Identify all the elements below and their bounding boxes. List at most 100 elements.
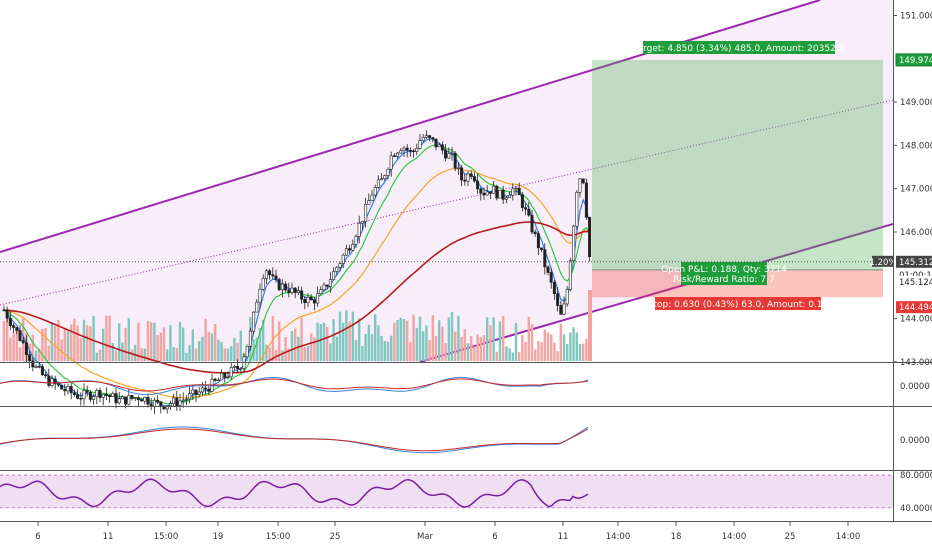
candle xyxy=(498,189,502,199)
volume-bar xyxy=(393,322,396,361)
candle-body xyxy=(386,168,390,176)
candle-body xyxy=(117,398,121,404)
candle xyxy=(325,284,329,290)
candle xyxy=(245,345,249,358)
candle xyxy=(287,282,291,298)
candle xyxy=(469,170,473,180)
candle-body xyxy=(200,387,204,393)
time-axis[interactable]: 6 11 15:00 19 15:00 25 Mar 6 11 14:00 18 14:00 25 14:… xyxy=(35,522,860,542)
candle xyxy=(76,388,80,400)
candle xyxy=(104,387,108,401)
volume-bar xyxy=(463,329,466,361)
price-tag-box xyxy=(896,275,932,288)
volume-bar xyxy=(569,332,572,361)
candle xyxy=(204,381,208,395)
candle xyxy=(431,137,435,143)
price-tag-text: 144.494 xyxy=(899,303,932,313)
candle-body xyxy=(79,398,83,400)
candle xyxy=(140,398,144,402)
candle xyxy=(399,148,403,154)
candle xyxy=(482,187,486,200)
time-tick-label: 15:00 xyxy=(266,532,291,542)
candle-body xyxy=(536,233,540,249)
candle-body xyxy=(146,396,150,405)
indicator2-line-a xyxy=(0,426,589,454)
candle xyxy=(82,383,86,406)
candle-body xyxy=(492,185,496,194)
candle xyxy=(514,185,518,196)
candle xyxy=(572,224,576,262)
last-price-line: 1.20% xyxy=(0,255,897,268)
candle xyxy=(274,269,278,283)
candle xyxy=(511,183,515,201)
time-tick-label: 6 xyxy=(492,532,497,542)
volume-bar xyxy=(178,321,182,361)
candle-body xyxy=(98,390,102,398)
candle xyxy=(239,367,243,373)
candle-body xyxy=(197,391,201,395)
candle xyxy=(319,286,323,295)
candle xyxy=(402,145,406,157)
candle xyxy=(309,294,313,301)
candle xyxy=(178,393,182,411)
candle-body xyxy=(188,393,192,400)
candle xyxy=(226,371,230,380)
volume-bar xyxy=(383,341,386,361)
candle-body xyxy=(284,283,288,291)
candle-body xyxy=(111,393,115,398)
candle-body xyxy=(504,197,508,200)
candle xyxy=(476,173,480,194)
candle xyxy=(236,359,240,374)
candle-body xyxy=(568,260,572,290)
candle xyxy=(114,387,118,409)
candle-body xyxy=(127,395,131,405)
volume-bar xyxy=(537,340,540,361)
long-position-tool[interactable]: Target: 4.850 (3.34%) 485.0, Amount: 203… xyxy=(592,41,883,310)
candle-body xyxy=(341,254,345,264)
volume-bar xyxy=(207,331,210,361)
volume-bar xyxy=(297,336,300,361)
candle-body xyxy=(565,289,569,305)
price-axis[interactable]: 151.000 149.000 148.000 147.000 146.000 144.0… xyxy=(893,12,932,368)
candle-body xyxy=(508,194,512,198)
candle-body xyxy=(527,208,531,216)
volume-bar xyxy=(367,324,370,361)
candle xyxy=(79,392,83,406)
candle-body xyxy=(40,366,44,376)
candle xyxy=(85,385,89,397)
volume-bar xyxy=(220,341,223,361)
volume-bar xyxy=(182,327,185,361)
candle xyxy=(280,279,284,298)
candle xyxy=(412,148,416,158)
candle-body xyxy=(540,247,544,250)
candle-body xyxy=(66,386,70,392)
candle xyxy=(389,151,393,177)
candle-body xyxy=(226,376,230,379)
candle xyxy=(143,396,147,405)
volume-bar xyxy=(31,334,34,361)
candle xyxy=(28,351,32,369)
candle xyxy=(588,216,592,262)
volume-bar xyxy=(281,350,284,361)
candle-body xyxy=(428,135,432,138)
candle xyxy=(284,281,288,293)
candle xyxy=(290,282,294,295)
volume-bar xyxy=(345,310,348,361)
candle-body xyxy=(85,390,89,393)
candle-body xyxy=(364,204,368,222)
candle xyxy=(530,209,534,235)
volume-bar xyxy=(79,337,82,361)
candle-body xyxy=(511,188,515,196)
rsi-band xyxy=(0,475,893,508)
candle xyxy=(421,134,425,143)
candle xyxy=(415,143,419,156)
candle xyxy=(492,180,496,194)
price-tag-text: 145.124 xyxy=(899,278,932,288)
rsi-tick-label: 80.0000 xyxy=(900,471,932,481)
volume-bar xyxy=(530,324,534,361)
candle-body xyxy=(8,317,12,326)
rsi-tick-label: 40.0000 xyxy=(900,504,932,514)
candle-body xyxy=(354,236,358,245)
candle-body xyxy=(82,390,86,400)
